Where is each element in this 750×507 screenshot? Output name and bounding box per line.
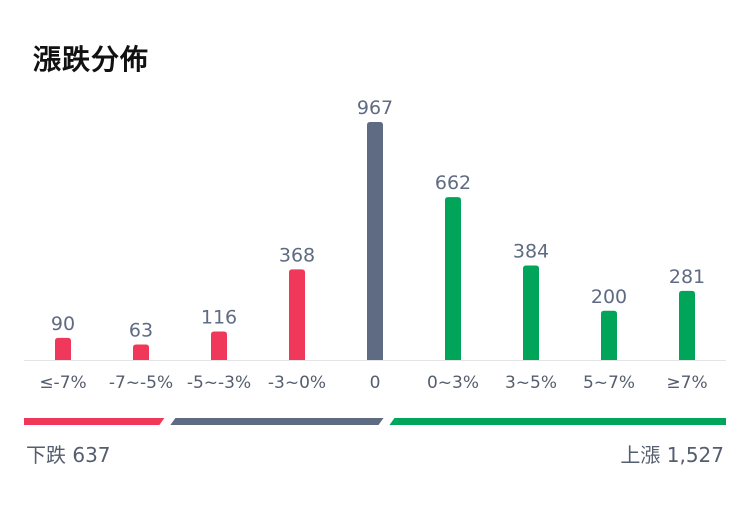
value-label-0: 90 (51, 313, 75, 335)
chart-title: 漲跌分佈 (33, 43, 150, 76)
summary-bar-up (389, 418, 726, 425)
value-label-4: 967 (357, 97, 393, 119)
bar-6 (523, 265, 539, 360)
bar-4 (367, 122, 383, 360)
bar-5 (445, 197, 461, 360)
value-label-1: 63 (129, 319, 153, 341)
value-label-7: 200 (591, 286, 627, 308)
category-label-4: 0 (370, 373, 381, 393)
value-label-3: 368 (279, 244, 315, 266)
bar-7 (601, 310, 617, 360)
value-label-8: 281 (669, 266, 705, 288)
bar-3 (289, 269, 305, 360)
category-label-8: ≥7% (666, 373, 707, 393)
bar-2 (211, 331, 227, 360)
down-count-label: 下跌 637 (26, 443, 111, 467)
value-label-6: 384 (513, 240, 549, 262)
summary-bar-flat (170, 418, 384, 425)
value-label-5: 662 (435, 172, 471, 194)
summary-bar-down (24, 418, 165, 425)
category-label-0: ≤-7% (39, 373, 86, 393)
bar-0 (55, 337, 71, 360)
bar-8 (679, 290, 695, 360)
category-label-5: 0~3% (427, 373, 479, 393)
category-label-3: -3~0% (268, 373, 326, 393)
category-label-6: 3~5% (505, 373, 557, 393)
bar-1 (133, 344, 149, 360)
up-count-label: 上漲 1,527 (620, 443, 724, 467)
value-label-2: 116 (201, 306, 237, 328)
category-label-2: -5~-3% (187, 373, 251, 393)
category-label-1: -7~-5% (109, 373, 173, 393)
category-label-7: 5~7% (583, 373, 635, 393)
